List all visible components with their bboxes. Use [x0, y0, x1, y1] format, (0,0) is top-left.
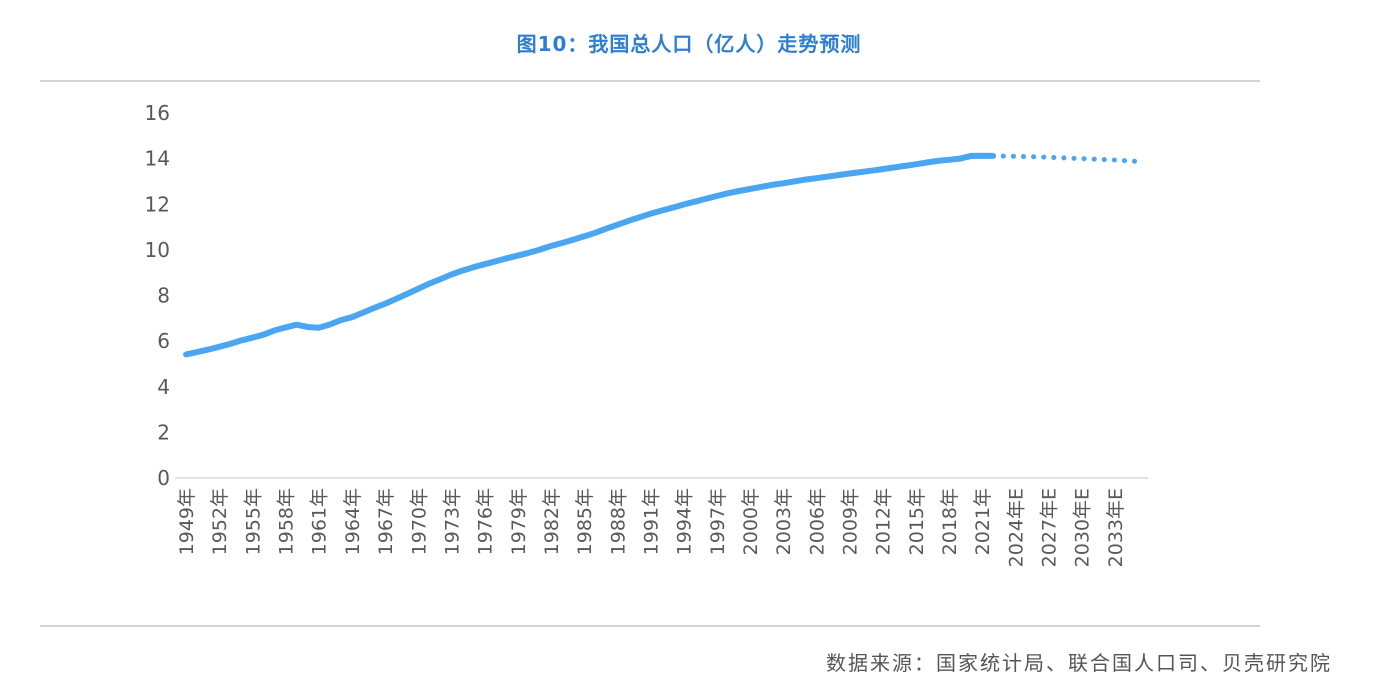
x-tick-label: 1961年	[309, 488, 331, 555]
chart-title: 图10：我国总人口（亿人）走势预测	[516, 32, 862, 56]
x-tick-label: 1988年	[607, 488, 629, 555]
x-tick-label: 1949年	[176, 488, 198, 555]
x-tick-label: 2012年	[873, 488, 895, 555]
x-tick-label: 1955年	[242, 488, 264, 555]
x-tick-label: 2024年E	[1005, 488, 1027, 567]
x-tick-label: 1979年	[508, 488, 530, 555]
x-tick-label: 2030年E	[1072, 488, 1094, 567]
x-tick-label: 2000年	[740, 488, 762, 555]
forecast-line	[990, 153, 1140, 164]
actual-line	[183, 152, 997, 358]
y-axis: 0 2 4 6 8 10 12 14 16	[145, 101, 170, 490]
x-tick-label: 1985年	[574, 488, 596, 555]
x-tick-label: 1976年	[475, 488, 497, 555]
x-tick-label: 2015年	[906, 488, 928, 555]
x-tick-label: 2018年	[939, 488, 961, 555]
source-note: 数据来源：国家统计局、联合国人口司、贝壳研究院	[826, 651, 1332, 675]
y-tick-label: 10	[145, 238, 170, 262]
y-tick-label: 2	[157, 420, 170, 444]
series-group	[183, 152, 1140, 358]
y-tick-label: 14	[145, 147, 170, 171]
y-tick-label: 0	[157, 466, 170, 490]
x-tick-label: 1970年	[408, 488, 430, 555]
x-tick-label: 2021年	[972, 488, 994, 555]
x-tick-label: 1958年	[276, 488, 298, 555]
x-tick-label: 1997年	[707, 488, 729, 555]
y-tick-label: 8	[157, 284, 170, 308]
y-tick-label: 6	[157, 329, 170, 353]
bottom-divider	[40, 625, 1260, 627]
x-tick-label: 2003年	[773, 488, 795, 555]
top-divider	[40, 80, 1260, 82]
x-tick-label: 1982年	[541, 488, 563, 555]
x-tick-label: 2033年E	[1105, 488, 1127, 567]
x-tick-label: 1952年	[209, 488, 231, 555]
x-tick-label: 1964年	[342, 488, 364, 555]
x-tick-label: 2006年	[806, 488, 828, 555]
x-tick-label: 1967年	[375, 488, 397, 555]
x-tick-label: 1994年	[674, 488, 696, 555]
y-tick-label: 4	[157, 375, 170, 399]
x-tick-label: 2009年	[839, 488, 861, 555]
x-tick-label: 1973年	[441, 488, 463, 555]
x-tick-label: 2027年E	[1038, 488, 1060, 567]
x-axis: 1949年 1952年 1955年 1958年 1961年 1964年 1967年 1970年…	[175, 477, 1148, 567]
x-tick-label: 1991年	[640, 488, 662, 555]
y-tick-label: 12	[145, 192, 170, 216]
y-tick-label: 16	[145, 101, 170, 125]
